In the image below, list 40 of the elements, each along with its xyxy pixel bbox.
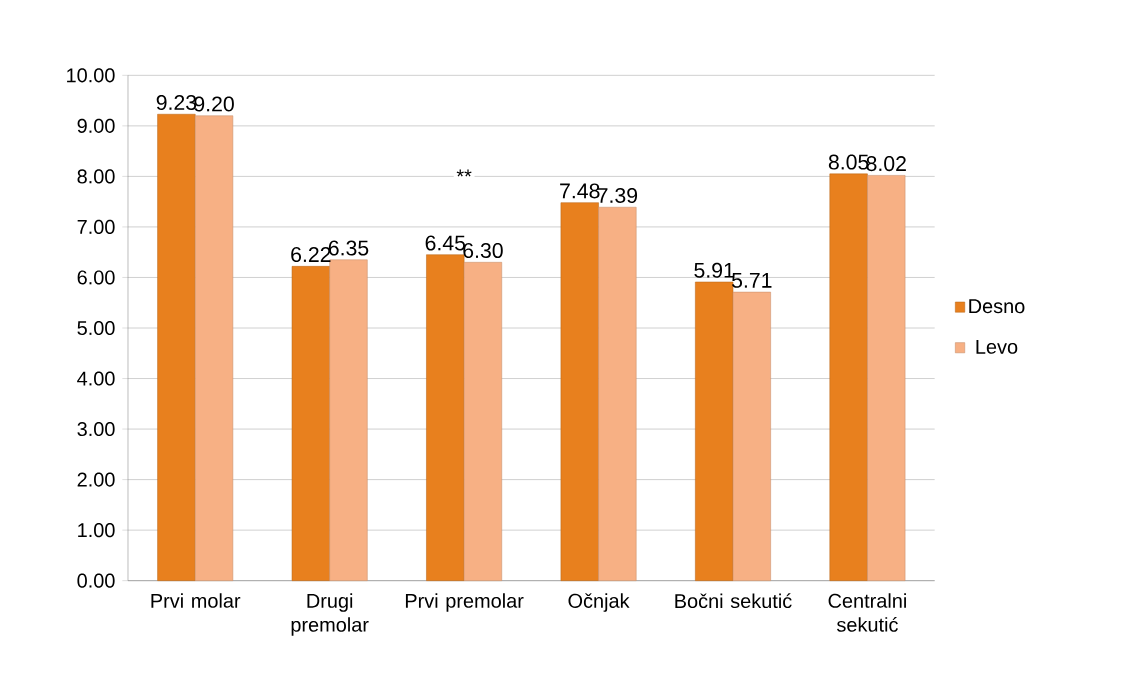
y-tick-label: 2.00 <box>77 472 115 487</box>
annotation: ** <box>456 169 472 177</box>
legend-label: Levo <box>976 339 1018 354</box>
y-tick-label: 10.00 <box>67 68 115 83</box>
data-label: 9.23 <box>156 94 197 110</box>
x-tick-label: Centralni sekutić <box>828 593 906 632</box>
x-tick-label: Prvi molar <box>151 593 241 608</box>
y-tick-label: 1.00 <box>78 523 115 538</box>
y-tick-label: 0.00 <box>77 573 115 588</box>
bar <box>426 254 465 581</box>
y-tick-label: 6.00 <box>77 270 115 285</box>
y-tick-label: 4.00 <box>77 371 115 386</box>
bar <box>329 259 368 581</box>
bar <box>695 281 734 581</box>
data-label: 6.45 <box>425 235 466 251</box>
y-tick-label: 3.00 <box>77 422 115 437</box>
x-tick-label: Drugi premolar <box>291 593 369 636</box>
bar <box>194 115 234 581</box>
bar <box>732 291 771 581</box>
data-label: 6.22 <box>291 247 331 263</box>
y-tick-label: 7.00 <box>77 219 115 234</box>
legend-label: Desno <box>969 299 1025 314</box>
data-label: 6.35 <box>328 240 369 256</box>
x-tick-label: Očnjak <box>568 593 630 612</box>
y-tick-label: 8.00 <box>77 169 115 184</box>
y-tick-label: 9.00 <box>77 118 115 133</box>
bar <box>463 262 503 581</box>
x-tick-label: Bočni sekutić <box>675 593 792 609</box>
bar <box>157 113 196 581</box>
data-label: 6.30 <box>463 243 503 259</box>
data-label: 5.91 <box>694 262 734 278</box>
bar <box>560 202 599 581</box>
y-tick-label: 5.00 <box>77 320 115 336</box>
bar <box>829 173 868 581</box>
bar <box>598 206 637 581</box>
bar <box>291 266 330 581</box>
bar <box>867 175 906 581</box>
data-label: 5.71 <box>731 273 772 288</box>
data-label: 9.20 <box>194 96 234 112</box>
x-tick-label: Prvi premolar <box>405 593 524 612</box>
